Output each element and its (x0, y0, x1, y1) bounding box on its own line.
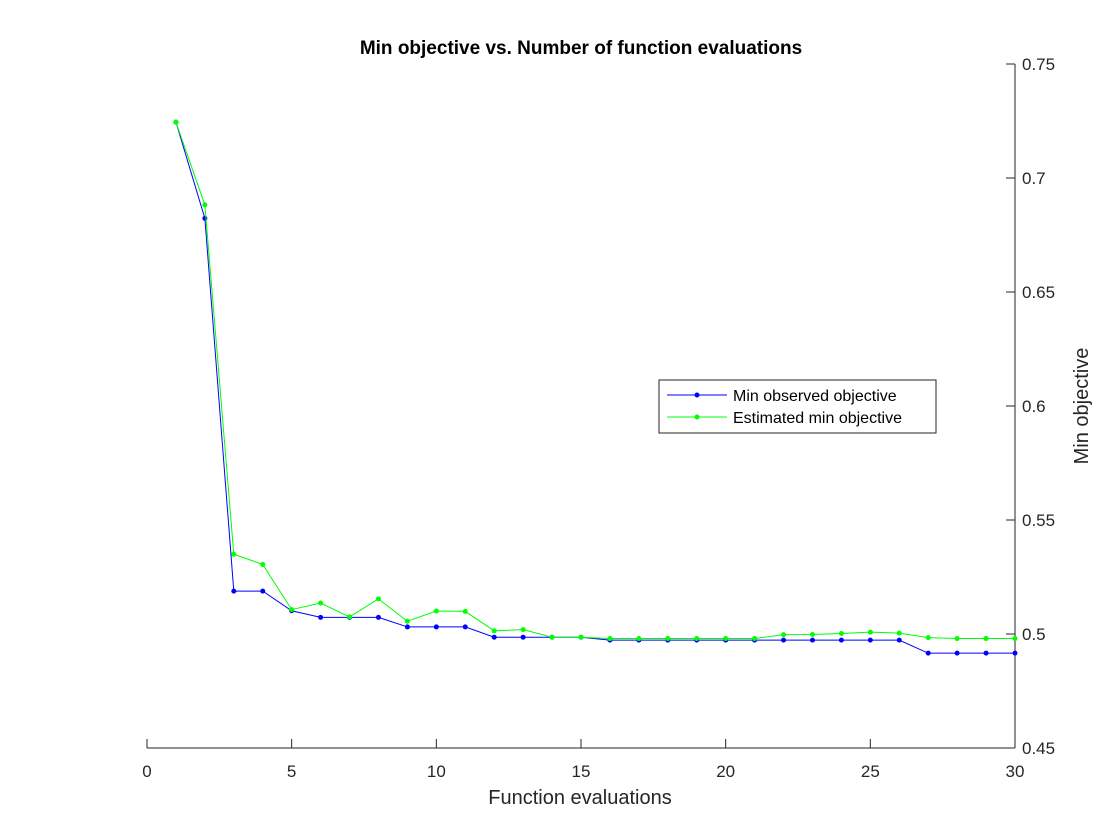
x-tick-label: 25 (861, 762, 880, 781)
y-tick-label: 0.6 (1022, 397, 1046, 416)
series-point-observed (318, 614, 324, 620)
series-point-estimated (549, 634, 555, 640)
series-point-estimated (723, 636, 729, 642)
series-layer (173, 119, 1018, 656)
x-tick-label: 0 (142, 762, 151, 781)
series-point-estimated (925, 635, 931, 641)
series-point-observed (462, 624, 468, 630)
series-point-estimated (809, 631, 815, 637)
series-point-estimated (404, 618, 410, 624)
series-point-observed (433, 624, 439, 630)
y-tick-label: 0.75 (1022, 55, 1055, 74)
chart-title: Min objective vs. Number of function eva… (360, 38, 802, 59)
series-point-estimated (867, 629, 873, 635)
series-point-observed (520, 634, 526, 640)
series-point-estimated (318, 600, 324, 606)
series-point-observed (491, 634, 497, 640)
legend-entry-observed: Min observed objective (667, 388, 897, 405)
series-point-estimated (202, 202, 208, 208)
y-tick-label: 0.65 (1022, 283, 1055, 302)
series-point-estimated (954, 636, 960, 642)
legend-box (658, 379, 937, 434)
y-tick-label: 0.55 (1022, 511, 1055, 530)
series-point-estimated (433, 608, 439, 614)
legend-marker-observed (694, 392, 700, 398)
series-point-estimated (636, 636, 642, 642)
axes: 0 5 10 15 20 25 30 0.45 0.5 0.55 0.6 0.65 0.7 0.75 (142, 55, 1055, 781)
series-point-estimated (289, 607, 295, 613)
series-point-estimated (260, 561, 266, 567)
x-tick-label: 5 (287, 762, 296, 781)
series-point-estimated (607, 636, 613, 642)
series-point-estimated (173, 119, 179, 125)
legend-marker-estimated (694, 414, 700, 420)
series-point-observed (809, 637, 815, 643)
series-point-observed (781, 637, 787, 643)
series-line-estimated (175, 121, 1015, 640)
series-point-estimated (347, 614, 353, 620)
legend: Min observed objective Estimated min obj… (658, 379, 937, 434)
series-point-observed (404, 624, 410, 630)
x-tick-label: 10 (427, 762, 446, 781)
series-point-estimated (1012, 636, 1018, 642)
series-point-observed (231, 588, 237, 594)
series-point-estimated (896, 630, 902, 636)
y-tick-label: 0.45 (1022, 739, 1055, 758)
legend-entry-estimated: Estimated min objective (667, 410, 902, 427)
series-point-estimated (462, 608, 468, 614)
series-point-estimated (520, 627, 526, 633)
series-point-observed (867, 637, 873, 643)
legend-label-observed: Min observed objective (733, 388, 897, 405)
series-point-observed (1012, 650, 1018, 656)
series-point-estimated (694, 636, 700, 642)
series-point-estimated (375, 596, 381, 602)
legend-label-estimated: Estimated min objective (733, 410, 902, 427)
x-tick-label: 15 (572, 762, 591, 781)
series-point-estimated (983, 636, 989, 642)
y-axis-label: Min objective (1071, 348, 1093, 465)
series-point-estimated (838, 631, 844, 637)
series-point-observed (925, 650, 931, 656)
x-tick-label: 20 (716, 762, 735, 781)
series-point-estimated (665, 636, 671, 642)
series-point-observed (260, 588, 266, 594)
series-point-observed (838, 637, 844, 643)
y-tick-label: 0.5 (1022, 625, 1046, 644)
series-point-observed (954, 650, 960, 656)
y-tick-label: 0.7 (1022, 169, 1046, 188)
series-point-estimated (752, 636, 758, 642)
series-line-observed (175, 121, 1015, 654)
series-point-estimated (578, 634, 584, 640)
series-point-estimated (231, 551, 237, 557)
x-axis-label: Function evaluations (488, 787, 671, 809)
x-tick-label: 30 (1006, 762, 1025, 781)
series-point-observed (983, 650, 989, 656)
series-point-observed (896, 637, 902, 643)
series-point-observed (375, 614, 381, 620)
series-point-estimated (491, 628, 497, 634)
series-point-estimated (781, 632, 787, 638)
